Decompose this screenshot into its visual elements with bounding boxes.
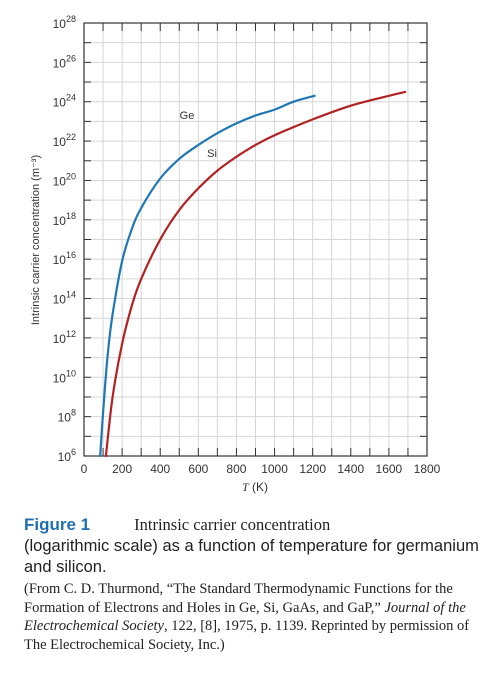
x-tick-label: 200 xyxy=(112,462,132,476)
y-tick-base: 10 xyxy=(53,214,67,228)
y-tick-base: 10 xyxy=(53,56,67,70)
source-text-post: , 122, [8], 1975, p. 1139. Reprinted by … xyxy=(24,618,470,653)
caption-description: (logarithmic scale) as a function of tem… xyxy=(24,537,479,576)
curves xyxy=(99,90,407,458)
x-tick-label: 1000 xyxy=(261,462,288,476)
y-tick-base: 10 xyxy=(53,371,67,385)
y-tick-label: 1018 xyxy=(53,211,76,228)
y-tick-label: 1028 xyxy=(53,14,76,31)
x-axis-label-unit: (K) xyxy=(249,480,268,494)
x-tick-label: 800 xyxy=(226,462,246,476)
x-tick-label: 1200 xyxy=(299,462,326,476)
y-tick-exponent: 12 xyxy=(66,329,76,339)
caption-source: (From C. D. Thurmond, “The Standard Ther… xyxy=(24,580,484,654)
y-tick-exponent: 10 xyxy=(66,368,76,378)
caption-main: Figure 1 Intrinsic carrier concentration … xyxy=(24,514,484,578)
source-text-pre: (From C. D. Thurmond, “The Standard Ther… xyxy=(24,581,453,616)
y-tick-label: 1010 xyxy=(53,368,76,385)
y-tick-base: 10 xyxy=(53,293,67,307)
y-tick-base: 10 xyxy=(53,174,67,188)
y-tick-label: 1024 xyxy=(53,93,76,110)
y-tick-base: 10 xyxy=(53,96,67,110)
y-tick-exponent: 8 xyxy=(71,408,76,418)
y-tick-label: 1012 xyxy=(53,329,76,346)
y-tick-exponent: 6 xyxy=(71,447,76,457)
series-label-si: Si xyxy=(207,148,217,160)
x-tick-label: 600 xyxy=(188,462,208,476)
figure-caption: Figure 1 Intrinsic carrier concentration … xyxy=(24,514,484,654)
y-tick-exponent: 22 xyxy=(66,132,76,142)
y-tick-label: 1020 xyxy=(53,171,76,188)
axis-ticks xyxy=(83,22,428,457)
x-tick-labels: 0 200 400 600 800 1000 1200 1400 1600 1800 xyxy=(81,462,441,476)
x-tick-label: 400 xyxy=(150,462,170,476)
y-tick-label: 108 xyxy=(58,408,76,425)
figure-label: Figure 1 xyxy=(24,515,91,534)
y-tick-base: 10 xyxy=(53,332,67,346)
y-axis-label: Intrinsic carrier concentration (m⁻³) xyxy=(30,155,42,325)
x-tick-label: 1600 xyxy=(376,462,403,476)
y-tick-base: 10 xyxy=(58,411,72,425)
y-tick-exponent: 18 xyxy=(66,211,76,221)
x-axis-label-var: T xyxy=(242,480,250,494)
carrier-concentration-chart: 1061081010101210141016101810201022102410… xyxy=(30,14,441,494)
grid-lines xyxy=(83,22,428,457)
y-tick-label: 1014 xyxy=(53,290,76,307)
y-tick-exponent: 16 xyxy=(66,250,76,260)
source-journal: Journal of the Electrochemical Society xyxy=(24,599,466,635)
caption-first-line: Intrinsic carrier concentration xyxy=(134,515,331,534)
y-tick-exponent: 26 xyxy=(66,53,76,63)
y-tick-exponent: 28 xyxy=(66,14,76,24)
x-tick-label: 1400 xyxy=(337,462,364,476)
x-axis-label: T (K) xyxy=(242,480,268,494)
y-tick-base: 10 xyxy=(53,17,67,31)
x-tick-label: 1800 xyxy=(414,462,441,476)
series-line-ge xyxy=(99,94,316,458)
y-tick-exponent: 20 xyxy=(66,171,76,181)
y-tick-base: 10 xyxy=(53,135,67,149)
y-tick-label: 1016 xyxy=(53,250,76,267)
series-line-si xyxy=(104,90,407,458)
series-label-ge: Ge xyxy=(180,110,195,122)
y-tick-exponent: 14 xyxy=(66,290,76,300)
y-tick-base: 10 xyxy=(58,450,72,464)
y-tick-labels: 1061081010101210141016101810201022102410… xyxy=(53,14,76,464)
y-tick-exponent: 24 xyxy=(66,93,76,103)
y-tick-label: 1022 xyxy=(53,132,76,149)
y-tick-label: 1026 xyxy=(53,53,76,70)
x-tick-label: 0 xyxy=(81,462,88,476)
y-tick-base: 10 xyxy=(53,253,67,267)
y-tick-label: 106 xyxy=(58,447,76,464)
